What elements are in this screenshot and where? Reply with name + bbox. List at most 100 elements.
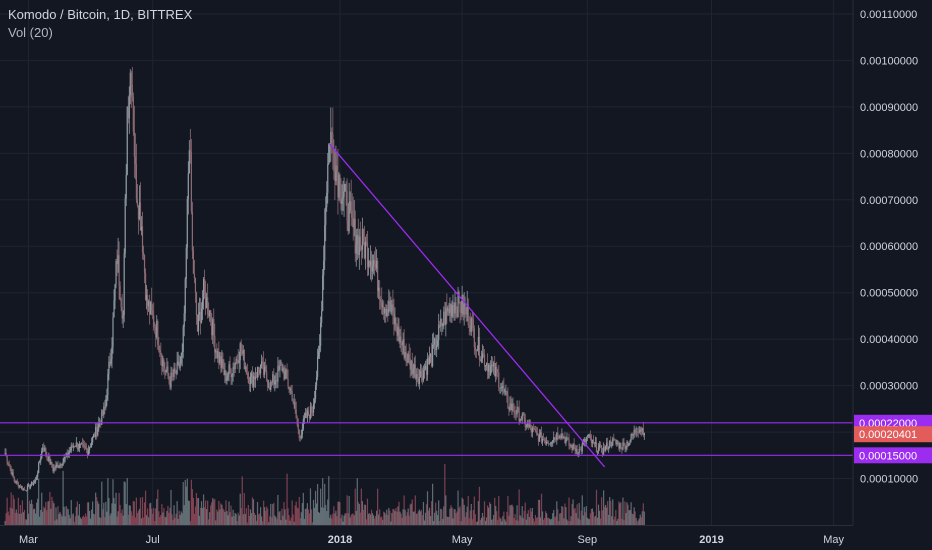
volume-bar bbox=[59, 511, 61, 525]
candle-body bbox=[572, 443, 574, 451]
volume-bar bbox=[615, 509, 617, 525]
volume-bar bbox=[6, 497, 8, 525]
candle-body bbox=[575, 448, 577, 451]
volume-bar bbox=[188, 500, 190, 525]
candle-body bbox=[10, 468, 12, 475]
candle-body bbox=[303, 418, 305, 420]
volume-bar bbox=[203, 507, 206, 525]
candle-body bbox=[163, 359, 165, 369]
candle-body bbox=[360, 246, 362, 250]
volume-bar bbox=[86, 502, 89, 525]
candle-body bbox=[516, 406, 518, 415]
volume-bar bbox=[401, 517, 403, 525]
volume-bar bbox=[534, 514, 537, 525]
volume-bar bbox=[91, 509, 93, 525]
volume-bar bbox=[511, 504, 513, 525]
volume-bar bbox=[337, 501, 339, 525]
trendline[interactable] bbox=[329, 143, 606, 468]
volume-bar bbox=[378, 514, 380, 525]
volume-bar bbox=[9, 507, 11, 525]
candle-body bbox=[576, 448, 578, 454]
volume-bar bbox=[481, 512, 484, 525]
volume-bar bbox=[313, 507, 316, 525]
candle-body bbox=[243, 350, 245, 370]
volume-bar bbox=[566, 519, 568, 525]
volume-bar bbox=[213, 499, 215, 525]
candle-body bbox=[364, 241, 367, 259]
time-axis[interactable]: Mar Jul 2018 May Sep 2019 May bbox=[19, 534, 845, 546]
candle-body bbox=[390, 310, 392, 312]
date-tick-label: 2018 bbox=[328, 534, 352, 546]
candle-body bbox=[311, 412, 314, 413]
candle-body bbox=[78, 443, 80, 449]
volume-bar bbox=[632, 514, 634, 525]
candle-body bbox=[406, 356, 408, 363]
candle-body bbox=[222, 359, 224, 369]
volume-bar bbox=[430, 501, 433, 525]
candle-body bbox=[52, 467, 54, 472]
volume-indicator-label[interactable]: Vol (20) bbox=[8, 25, 53, 40]
volume-bar bbox=[414, 495, 416, 525]
volume-bar bbox=[154, 521, 156, 525]
volume-bar bbox=[308, 513, 311, 525]
candle-body bbox=[326, 192, 328, 208]
volume-bar bbox=[610, 501, 612, 525]
candle-body bbox=[226, 376, 228, 381]
volume-bar bbox=[40, 509, 42, 525]
candle-body bbox=[632, 434, 634, 436]
volume-bar bbox=[136, 513, 139, 525]
candle-body bbox=[552, 440, 554, 443]
candle-body bbox=[285, 370, 287, 372]
volume-bar bbox=[249, 509, 252, 525]
volume-bar bbox=[638, 518, 640, 525]
volume-bar bbox=[607, 501, 609, 525]
volume-bar bbox=[598, 510, 601, 525]
volume-bar bbox=[432, 483, 434, 525]
candle-body bbox=[166, 366, 168, 371]
volume-bar bbox=[56, 519, 58, 525]
candle-body bbox=[115, 261, 117, 285]
candle-body bbox=[218, 351, 220, 364]
volume-bar bbox=[364, 504, 367, 525]
price-axis[interactable]: 0.000100000.000200000.000300000.00040000… bbox=[860, 9, 918, 486]
volume-bar bbox=[71, 514, 73, 525]
symbol-title[interactable]: Komodo / Bitcoin, 1D, BITTREX bbox=[8, 7, 193, 22]
candle-body bbox=[579, 448, 581, 450]
volume-bar bbox=[389, 510, 391, 525]
candle-body bbox=[290, 388, 292, 392]
candle-body bbox=[520, 418, 522, 421]
drawing-layer[interactable] bbox=[0, 143, 853, 468]
candle-body bbox=[144, 273, 147, 301]
candle-body bbox=[5, 453, 7, 456]
volume-bar bbox=[106, 511, 108, 525]
volume-bar bbox=[30, 499, 33, 525]
volume-bar bbox=[333, 506, 335, 525]
volume-bar bbox=[403, 495, 405, 525]
candle-body bbox=[449, 304, 451, 314]
candle-body bbox=[262, 361, 264, 363]
candle-body bbox=[26, 485, 29, 491]
candle-body bbox=[454, 302, 456, 314]
candle-body bbox=[495, 366, 497, 377]
volume-bar bbox=[592, 511, 595, 525]
volume-bar bbox=[243, 493, 245, 525]
candle-body bbox=[640, 429, 642, 432]
volume-bar bbox=[474, 514, 476, 525]
volume-bar bbox=[245, 508, 247, 525]
candle-body bbox=[190, 151, 192, 212]
candle-body bbox=[126, 107, 128, 175]
candle-body bbox=[637, 431, 639, 433]
volume-bar bbox=[395, 507, 397, 525]
volume-bar bbox=[608, 514, 610, 525]
candle-body bbox=[292, 400, 294, 403]
volume-bar bbox=[28, 500, 31, 525]
volume-bar bbox=[100, 517, 102, 525]
volume-bar bbox=[210, 505, 212, 525]
volume-bar bbox=[354, 488, 356, 525]
volume-bar bbox=[500, 518, 502, 525]
candle-body bbox=[300, 434, 302, 439]
candle-body bbox=[217, 351, 219, 359]
candle-body bbox=[41, 450, 43, 459]
